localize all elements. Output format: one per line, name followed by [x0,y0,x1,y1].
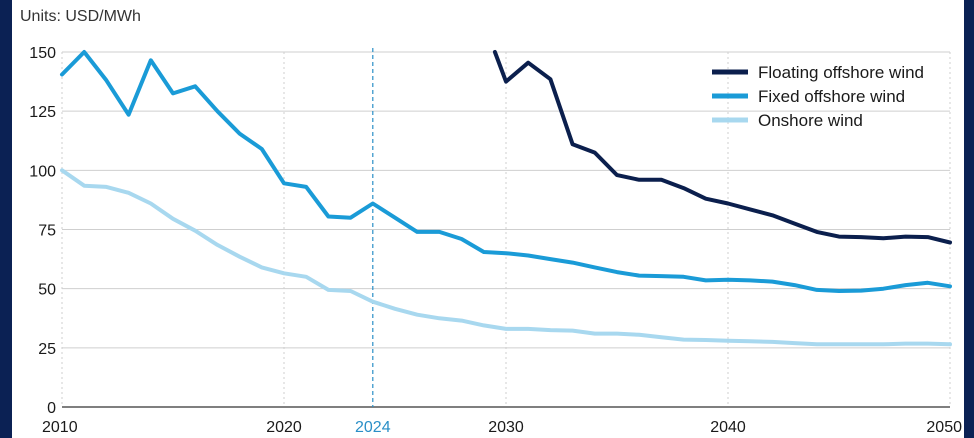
y-tick-label-150: 150 [29,45,56,62]
x-tick-label-2040: 2040 [710,419,746,436]
y-tick-label-75: 75 [38,223,56,240]
series-line-2 [60,168,952,347]
legend-label-1: Fixed offshore wind [758,87,905,106]
series-lines-layer [60,50,952,347]
x-tick-labels: 2010 2020 2030 2040 2050 2024 [42,419,962,436]
y-tick-label-25: 25 [38,341,56,358]
y-tick-label-125: 125 [29,104,56,121]
left-frame-bar [0,0,12,438]
y-tick-label-50: 50 [38,282,56,299]
x-tick-label-2050: 2050 [926,419,962,436]
series-line-1 [60,50,952,293]
legend: Floating offshore wind Fixed offshore win… [712,63,924,130]
x-tick-label-2020: 2020 [266,419,302,436]
y-tick-labels: 0 25 50 75 100 125 150 [29,45,56,417]
legend-label-0: Floating offshore wind [758,63,924,82]
x-tick-label-2010: 2010 [42,419,78,436]
x-tick-label-2030: 2030 [488,419,524,436]
marker-label-2024: 2024 [355,419,391,436]
y-tick-label-100: 100 [29,163,56,180]
right-frame-bar [964,0,974,438]
legend-label-2: Onshore wind [758,111,863,130]
grid-layer [61,51,951,408]
units-label: Units: USD/MWh [20,8,141,25]
y-tick-label-0: 0 [47,400,56,417]
series-line-0 [492,50,952,245]
